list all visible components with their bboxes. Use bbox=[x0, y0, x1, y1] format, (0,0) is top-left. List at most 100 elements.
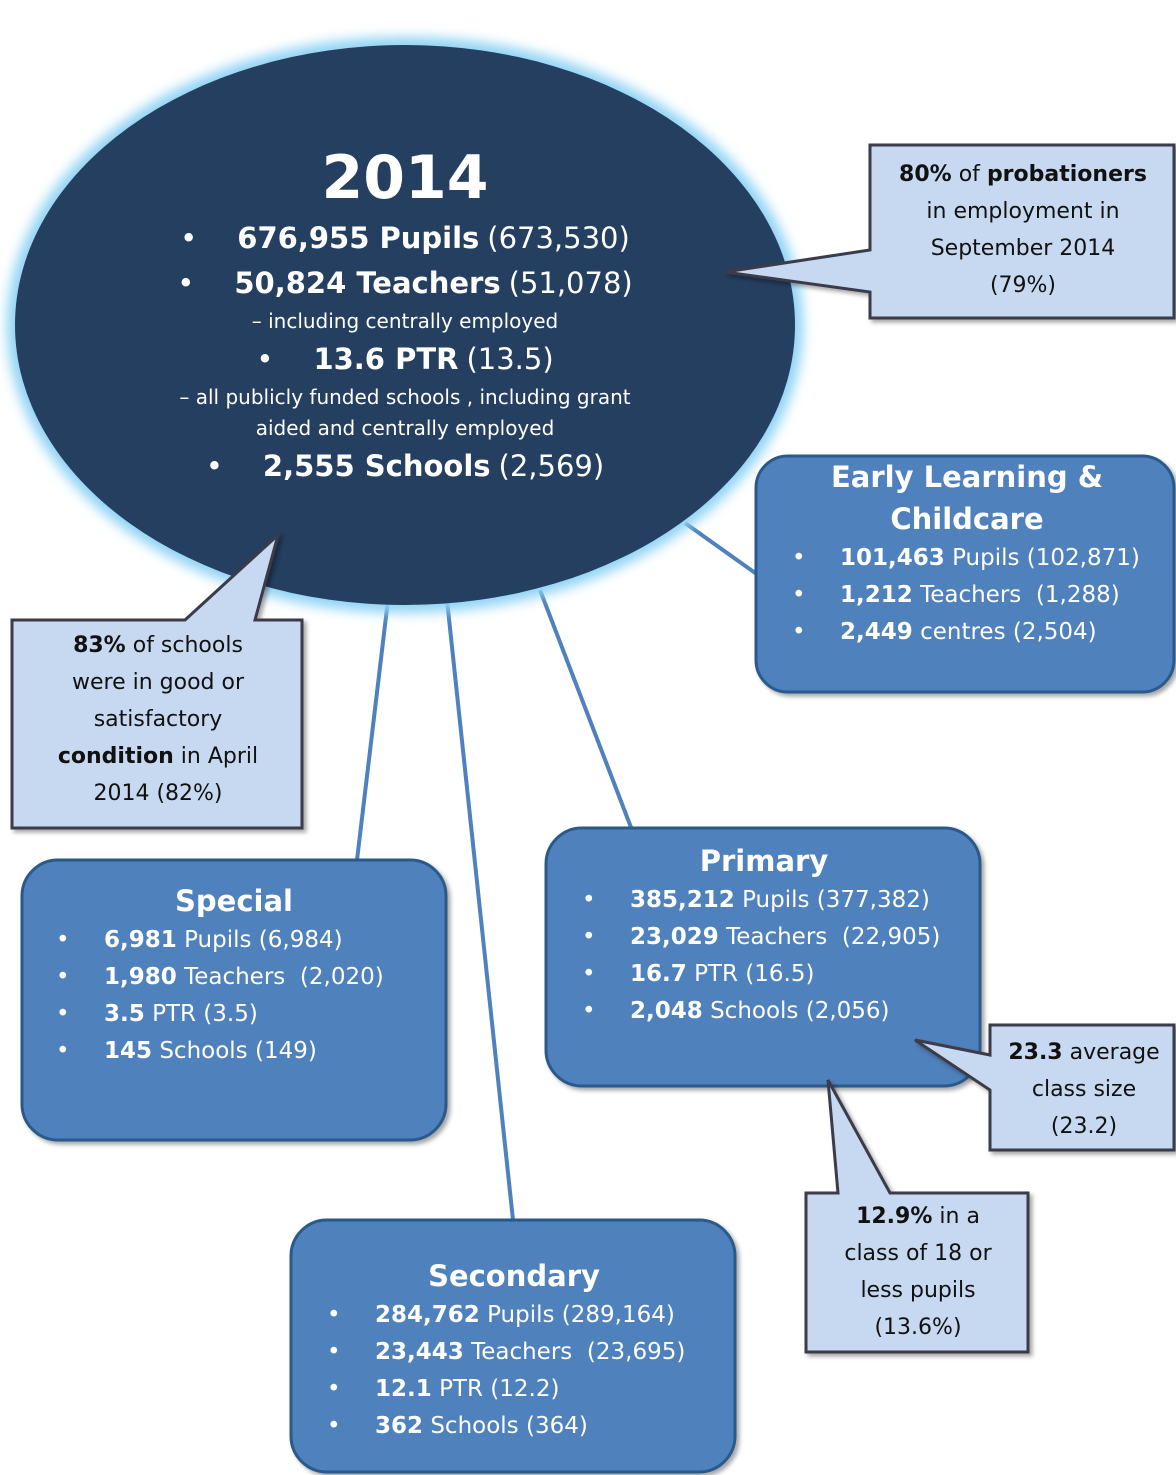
sector-item: 2,048 Schools (2,056) bbox=[582, 993, 976, 1030]
callout: 23.3 average class size (23.2) bbox=[992, 1034, 1176, 1145]
sector-item: 385,212 Pupils (377,382) bbox=[582, 882, 976, 919]
callout-shapes bbox=[10, 143, 1176, 1354]
item-label: Schools (149) bbox=[159, 1038, 317, 1064]
sector-item: 23,029 Teachers (22,905) bbox=[582, 919, 976, 956]
item-figure: 23,443 bbox=[375, 1339, 464, 1365]
sector-item: 362 Schools (364) bbox=[327, 1408, 731, 1445]
callout-line: condition in April bbox=[14, 738, 302, 775]
sector-title: Secondary bbox=[428, 1259, 600, 1293]
item-label: Schools (364) bbox=[430, 1413, 588, 1439]
sector-item: 2,449 centres (2,504) bbox=[792, 614, 1172, 651]
item-figure: 1,980 bbox=[104, 964, 177, 990]
callout-text: (13.6%) bbox=[874, 1315, 962, 1340]
callout-line: (23.2) bbox=[992, 1108, 1176, 1145]
sector-item: 101,463 Pupils (102,871) bbox=[792, 540, 1172, 577]
callout-line: (79%) bbox=[872, 267, 1174, 304]
callout-text: average bbox=[1069, 1040, 1160, 1065]
callout-text: class of 18 or bbox=[844, 1241, 992, 1266]
stat-previous: (13.5) bbox=[466, 342, 554, 376]
stat-previous: (673,530) bbox=[487, 221, 630, 255]
sector-item: 3.5 PTR (3.5) bbox=[56, 996, 442, 1033]
callout-text: were in good or bbox=[71, 670, 244, 695]
callout-text: (79%) bbox=[989, 273, 1057, 298]
callout-shape bbox=[724, 143, 1176, 320]
callout-text: (23.2) bbox=[1050, 1114, 1118, 1139]
item-label: Pupils (377,382) bbox=[742, 887, 930, 913]
callout-text: September 2014 bbox=[930, 236, 1116, 261]
stat: 676,955 Pupils(673,530) bbox=[105, 216, 705, 261]
item-figure: 2,048 bbox=[630, 998, 703, 1024]
callout-line: September 2014 bbox=[872, 230, 1174, 267]
callout-text: condition bbox=[57, 744, 174, 769]
stat-note: – all publicly funded schools , includin… bbox=[179, 385, 631, 409]
stat: 2,555 Schools(2,569) bbox=[105, 444, 705, 489]
connector bbox=[538, 589, 634, 831]
callout: 12.9% in a class of 18 or less pupils (13.6… bbox=[808, 1198, 1028, 1346]
stat: 50,824 Teachers(51,078) bbox=[105, 261, 705, 306]
callout-line: 83% of schools bbox=[14, 627, 302, 664]
stat-note: aided and centrally employed bbox=[255, 416, 555, 440]
stat-note: – including centrally employed bbox=[251, 309, 559, 333]
sector-title: Special bbox=[175, 884, 293, 918]
sector-list: 101,463 Pupils (102,871)1,212 Teachers (… bbox=[762, 540, 1172, 651]
item-label: PTR (12.2) bbox=[439, 1376, 560, 1402]
connector bbox=[683, 521, 760, 577]
item-label: centres (2,504) bbox=[920, 619, 1097, 645]
item-figure: 3.5 bbox=[104, 1001, 145, 1027]
sector: Early Learning & Childcare 101,463 Pupils… bbox=[762, 456, 1172, 651]
item-label: Teachers (23,695) bbox=[471, 1339, 686, 1365]
sector-list: 6,981 Pupils (6,984)1,980 Teachers (2,02… bbox=[26, 922, 442, 1070]
item-label: Pupils (102,871) bbox=[952, 545, 1140, 571]
callout-text: in a bbox=[939, 1204, 980, 1229]
main-block: 2014 676,955 Pupils(673,530) 50,824 Teac… bbox=[105, 140, 705, 489]
callout-text: 12.9% bbox=[856, 1204, 933, 1229]
callout-shape bbox=[914, 1023, 1176, 1152]
item-figure: 23,029 bbox=[630, 924, 719, 950]
item-figure: 284,762 bbox=[375, 1302, 480, 1328]
stat-figure: 2,555 Schools bbox=[262, 449, 491, 483]
sector-item: 145 Schools (149) bbox=[56, 1033, 442, 1070]
stat-previous: (51,078) bbox=[508, 266, 633, 300]
sector-item: 12.1 PTR (12.2) bbox=[327, 1371, 731, 1408]
sector-title: Early Learning & Childcare bbox=[830, 460, 1104, 536]
connectors bbox=[355, 521, 760, 1221]
item-figure: 362 bbox=[375, 1413, 424, 1439]
callout: 83% of schools were in good or satisfactor… bbox=[14, 627, 302, 812]
item-figure: 145 bbox=[104, 1038, 153, 1064]
callout-line: 2014 (82%) bbox=[14, 775, 302, 812]
callout-text: 23.3 bbox=[1008, 1040, 1063, 1065]
callout-text: 2014 (82%) bbox=[93, 781, 223, 806]
callout: 80% of probationers in employment in Septe… bbox=[872, 156, 1174, 304]
callout-line: 12.9% in a bbox=[808, 1198, 1028, 1235]
item-label: Schools (2,056) bbox=[710, 998, 890, 1024]
item-label: Teachers (1,288) bbox=[920, 582, 1120, 608]
stat-previous: (2,569) bbox=[498, 449, 605, 483]
item-label: Pupils (6,984) bbox=[184, 927, 343, 953]
sector: Primary385,212 Pupils (377,382)23,029 Te… bbox=[552, 840, 976, 1030]
stat-figure: 676,955 Pupils bbox=[237, 221, 480, 255]
item-figure: 101,463 bbox=[840, 545, 945, 571]
callout-text: satisfactory bbox=[93, 707, 223, 732]
item-figure: 16.7 bbox=[630, 961, 687, 987]
callout-text: less pupils bbox=[860, 1278, 976, 1303]
callout-text: in employment in bbox=[926, 199, 1120, 224]
callout-text: class size bbox=[1031, 1077, 1137, 1102]
callout-line: less pupils bbox=[808, 1272, 1028, 1309]
callout-text: in April bbox=[180, 744, 259, 769]
sector-item: 6,981 Pupils (6,984) bbox=[56, 922, 442, 959]
sector-item: 1,212 Teachers (1,288) bbox=[792, 577, 1172, 614]
callout-shape bbox=[804, 1079, 1030, 1354]
item-label: PTR (16.5) bbox=[694, 961, 815, 987]
sector-item: 23,443 Teachers (23,695) bbox=[327, 1334, 731, 1371]
item-figure: 12.1 bbox=[375, 1376, 432, 1402]
callout-line: were in good or bbox=[14, 664, 302, 701]
sector-title: Primary bbox=[699, 844, 829, 878]
item-label: Pupils (289,164) bbox=[487, 1302, 675, 1328]
sector-item: 1,980 Teachers (2,020) bbox=[56, 959, 442, 996]
item-figure: 385,212 bbox=[630, 887, 735, 913]
sector-list: 385,212 Pupils (377,382)23,029 Teachers … bbox=[552, 882, 976, 1030]
callout-text: probationers bbox=[986, 162, 1147, 187]
callout-text: of schools bbox=[132, 633, 243, 658]
callout-text: 80% bbox=[899, 162, 952, 187]
